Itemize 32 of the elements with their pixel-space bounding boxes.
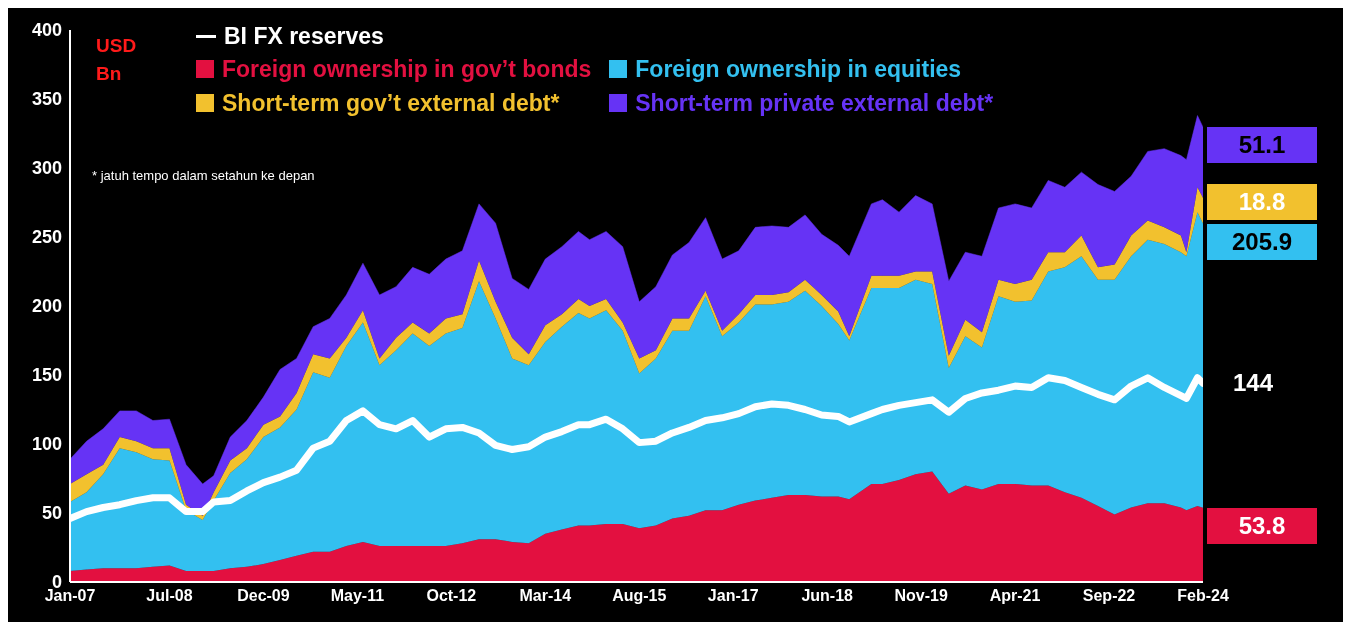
- data-label: 53.8: [1207, 507, 1317, 544]
- data-label: 205.9: [1207, 223, 1317, 260]
- legend-label: BI FX reserves: [223, 21, 385, 51]
- x-tick-label: Apr-21: [989, 587, 1041, 605]
- legend-label: Short-term private external debt*: [634, 88, 994, 118]
- legend-label: Foreign ownership in gov’t bonds: [221, 54, 592, 84]
- x-tick-label: Sep-22: [1082, 587, 1136, 605]
- x-tick-label: Jun-18: [801, 587, 854, 605]
- y-tick-label: 300: [31, 158, 62, 179]
- data-label: 18.8: [1207, 183, 1317, 220]
- x-tick-label: May-11: [330, 587, 385, 605]
- y-tick-label: 350: [31, 89, 62, 110]
- y-tick-label: 150: [31, 365, 62, 386]
- x-tick-label: Dec-09: [237, 587, 290, 605]
- x-tick-label: Feb-24: [1177, 587, 1229, 605]
- y-tick-label: 50: [41, 503, 62, 524]
- annotation: * jatuh tempo dalam setahun ke depan: [92, 168, 315, 183]
- x-tick-label: Nov-19: [894, 587, 948, 605]
- y-tick-label: 200: [31, 296, 62, 317]
- x-tick-label: Jan-17: [707, 587, 759, 605]
- y-axis-title: USD Bn: [96, 34, 138, 86]
- x-tick-label: Jul-08: [146, 587, 193, 605]
- legend-label: Short-term gov’t external debt*: [221, 88, 561, 118]
- data-label: 51.1: [1207, 127, 1317, 164]
- x-tick-label: Aug-15: [612, 587, 667, 605]
- x-tick-label: Mar-14: [519, 587, 572, 605]
- x-tick-label: Oct-12: [426, 587, 477, 605]
- y-tick-label: 400: [31, 20, 62, 41]
- y-tick-label: 100: [31, 434, 62, 455]
- legend-label: Foreign ownership in equities: [634, 54, 963, 84]
- data-label: 144: [1233, 368, 1275, 399]
- y-tick-label: 250: [31, 227, 62, 248]
